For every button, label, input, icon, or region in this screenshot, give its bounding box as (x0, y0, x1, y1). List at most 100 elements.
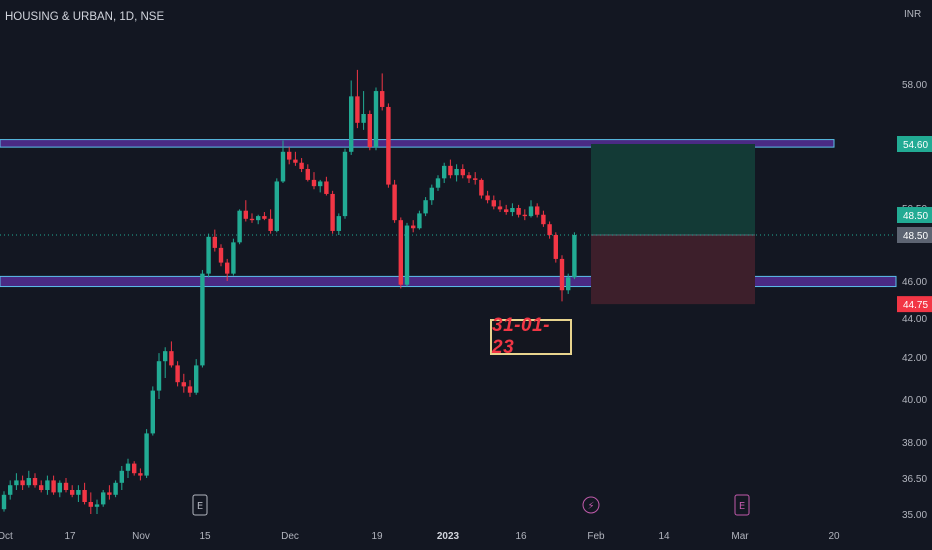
candle-body (553, 235, 558, 259)
candle-body (559, 258, 565, 291)
candle (243, 200, 248, 222)
candle-body (336, 216, 341, 231)
time-tick-label: Mar (731, 531, 749, 542)
price-tick-label: 46.00 (902, 277, 927, 288)
candle (94, 499, 100, 514)
candle (318, 179, 323, 193)
candle (361, 91, 366, 130)
price-tick-label: 58.00 (902, 80, 927, 91)
position-profit-zone (591, 144, 755, 235)
candle-body (32, 478, 38, 486)
candle (349, 80, 354, 155)
candle-body (566, 277, 571, 291)
marker-circle (582, 496, 600, 514)
earnings-marker-icon[interactable]: E (734, 494, 750, 516)
candle-body (373, 91, 379, 148)
candle (479, 178, 484, 199)
candle (107, 485, 112, 500)
price-labels: 54.60 48.50 48.50 44.75 (897, 136, 932, 313)
event-markers[interactable]: E ⚡ E (192, 494, 750, 516)
candle-body (262, 216, 267, 219)
candle-body (311, 179, 317, 187)
candle (553, 232, 558, 263)
candle-body (150, 390, 155, 434)
dividend-marker-icon[interactable]: ⚡ (582, 496, 600, 514)
candle (448, 159, 453, 179)
candle-body (243, 210, 248, 219)
candle (175, 361, 180, 387)
candle-body (305, 168, 310, 180)
candle (423, 197, 428, 217)
candle (417, 210, 422, 230)
earnings-marker-icon[interactable]: E (192, 494, 208, 516)
candle-body (299, 162, 304, 169)
candle-body (528, 206, 534, 217)
candle-body (138, 473, 143, 476)
candle-body (454, 168, 459, 176)
candle-body (466, 175, 472, 179)
candle (466, 172, 472, 184)
candle (1, 491, 7, 512)
candle (274, 178, 279, 233)
candle (342, 148, 348, 219)
zone-support (0, 275, 897, 288)
candle (373, 87, 379, 151)
time-tick-label: 17 (64, 531, 76, 542)
candle (144, 429, 149, 478)
time-tick-label: 16 (515, 531, 527, 542)
candle-body (225, 262, 230, 274)
price-tick-label: 42.00 (902, 353, 927, 364)
candle (249, 213, 255, 223)
candle (14, 473, 19, 490)
candle-body (411, 225, 416, 229)
candle-body (218, 247, 224, 263)
candle-body (101, 492, 106, 505)
time-tick-label: 20 (828, 531, 840, 542)
currency-label: INR (904, 9, 922, 20)
marker-label: ⚡ (587, 501, 594, 512)
candle-body (380, 91, 385, 107)
candle-body (51, 480, 56, 493)
candle-body (522, 214, 527, 217)
candle (212, 229, 217, 252)
price-tick-label: 36.50 (902, 474, 927, 485)
candle-body (287, 151, 292, 160)
candle-body (1, 494, 7, 510)
candle-body (342, 151, 348, 217)
candle (485, 190, 490, 204)
price-tick-label: 35.00 (902, 510, 927, 521)
candle-body (144, 433, 149, 476)
candle-body (156, 361, 162, 391)
candle (404, 222, 410, 287)
candle (206, 233, 211, 278)
price-tick-label: 44.00 (902, 314, 927, 325)
candle-body (237, 210, 242, 243)
candle (305, 164, 310, 182)
candle (522, 209, 527, 221)
candle (169, 341, 174, 368)
candle-body (392, 184, 397, 221)
candle (311, 172, 317, 190)
time-tick-label: Feb (587, 531, 605, 542)
position-loss-zone (591, 235, 755, 305)
time-axis[interactable]: Oct 17 Nov 15 Dec 19 2023 16 Feb 14 Mar 20 (0, 531, 840, 542)
candle (70, 485, 75, 498)
candle-body (429, 187, 434, 201)
candle-body (169, 351, 174, 366)
candle (572, 232, 577, 280)
candle-body (45, 480, 50, 490)
candle-body (57, 482, 62, 493)
candle-body (349, 96, 354, 152)
candle (88, 492, 93, 514)
time-tick-label: 15 (199, 531, 211, 542)
candle (491, 195, 496, 210)
candle (187, 380, 193, 397)
candle-body (404, 225, 410, 285)
date-annotation[interactable]: 31-01-23 (490, 315, 572, 358)
candle-body (181, 382, 186, 387)
candle (194, 359, 199, 395)
candle-body (63, 482, 69, 490)
candle (429, 184, 434, 205)
